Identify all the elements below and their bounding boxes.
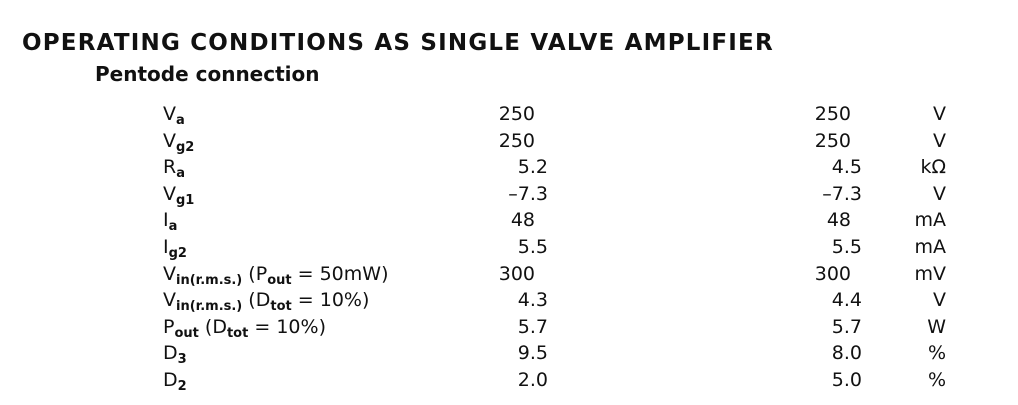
symbol-text: = 10%) xyxy=(291,289,370,312)
subscript: a xyxy=(176,166,185,182)
symbol-text: V xyxy=(163,129,176,152)
value: 48 xyxy=(510,209,535,232)
value: 2.0 xyxy=(517,369,548,391)
value: 5.7 xyxy=(517,315,548,338)
value: 9.5 xyxy=(517,342,548,365)
subscript: a xyxy=(176,113,185,128)
unit: kΩ xyxy=(920,156,946,179)
symbol: Vin(r.m.s.) (Pout = 50mW) xyxy=(163,263,388,292)
symbol-text: = 10%) xyxy=(248,315,326,338)
value: 250 xyxy=(814,103,851,125)
title: OPERATING CONDITIONS AS SINGLE VALVE AMP… xyxy=(22,30,774,56)
symbol-text: (D xyxy=(242,289,271,312)
value: 4.5 xyxy=(831,156,862,179)
subscript: tot xyxy=(270,299,292,315)
value: 300 xyxy=(498,262,535,285)
symbol-text: V xyxy=(163,103,176,125)
value: 8.0 xyxy=(831,342,862,365)
subtitle: Pentode connection xyxy=(95,62,320,86)
subscript: out xyxy=(267,272,292,288)
value: 4.4 xyxy=(831,289,862,312)
symbol: Ia xyxy=(163,209,177,238)
symbol: Pout (Dtot = 10%) xyxy=(163,316,326,345)
value: 5.0 xyxy=(831,369,862,391)
subscript: in(r.m.s.) xyxy=(176,272,243,288)
symbol: Va xyxy=(163,103,185,132)
value: 5.2 xyxy=(517,156,548,179)
value: 5.5 xyxy=(517,236,548,258)
unit: mV xyxy=(914,262,946,285)
symbol: Vg2 xyxy=(163,130,194,159)
symbol: Ra xyxy=(163,156,185,185)
value: 5.7 xyxy=(831,315,862,338)
unit: V xyxy=(933,103,946,125)
symbol-text: = 50mW) xyxy=(291,262,389,285)
subscript: g2 xyxy=(168,246,187,261)
subscript: 3 xyxy=(177,352,187,368)
symbol-text: I xyxy=(163,236,169,258)
symbol-text: V xyxy=(163,182,176,205)
symbol-text: I xyxy=(163,209,169,232)
symbol: Vin(r.m.s.) (Dtot = 10%) xyxy=(163,289,369,318)
symbol-text: (P xyxy=(242,262,268,285)
value: –7.3 xyxy=(508,182,548,205)
symbol: Vg1 xyxy=(163,183,194,212)
value: 5.5 xyxy=(831,236,862,258)
unit: % xyxy=(927,369,946,391)
subscript: out xyxy=(174,325,199,341)
value: 250 xyxy=(814,129,851,152)
value: 250 xyxy=(498,103,535,125)
value: 4.3 xyxy=(517,289,548,312)
symbol: Ig2 xyxy=(163,236,187,265)
symbol-text: (D xyxy=(198,315,227,338)
value: –7.3 xyxy=(822,182,862,205)
symbol-text: V xyxy=(163,289,176,312)
subscript: tot xyxy=(226,325,249,341)
symbol-text: D xyxy=(163,369,178,391)
unit: W xyxy=(927,315,946,338)
value: 48 xyxy=(826,209,851,232)
symbol-text: V xyxy=(163,262,176,285)
unit: mA xyxy=(914,209,946,232)
subscript: in(r.m.s.) xyxy=(176,299,243,315)
unit: V xyxy=(933,129,946,152)
value: 300 xyxy=(814,262,851,285)
subscript: a xyxy=(168,219,178,235)
unit: V xyxy=(933,289,946,312)
value: 250 xyxy=(498,129,535,152)
unit: % xyxy=(927,342,946,365)
unit: V xyxy=(933,182,946,205)
symbol: D2 xyxy=(163,369,187,398)
subscript: 2 xyxy=(177,379,187,394)
symbol-text: D xyxy=(163,342,178,365)
symbol-text: R xyxy=(163,156,177,179)
subscript: g2 xyxy=(176,139,195,155)
symbol-text: P xyxy=(163,315,175,338)
symbol: D3 xyxy=(163,342,187,371)
subscript: g1 xyxy=(176,192,195,208)
unit: mA xyxy=(914,236,946,258)
